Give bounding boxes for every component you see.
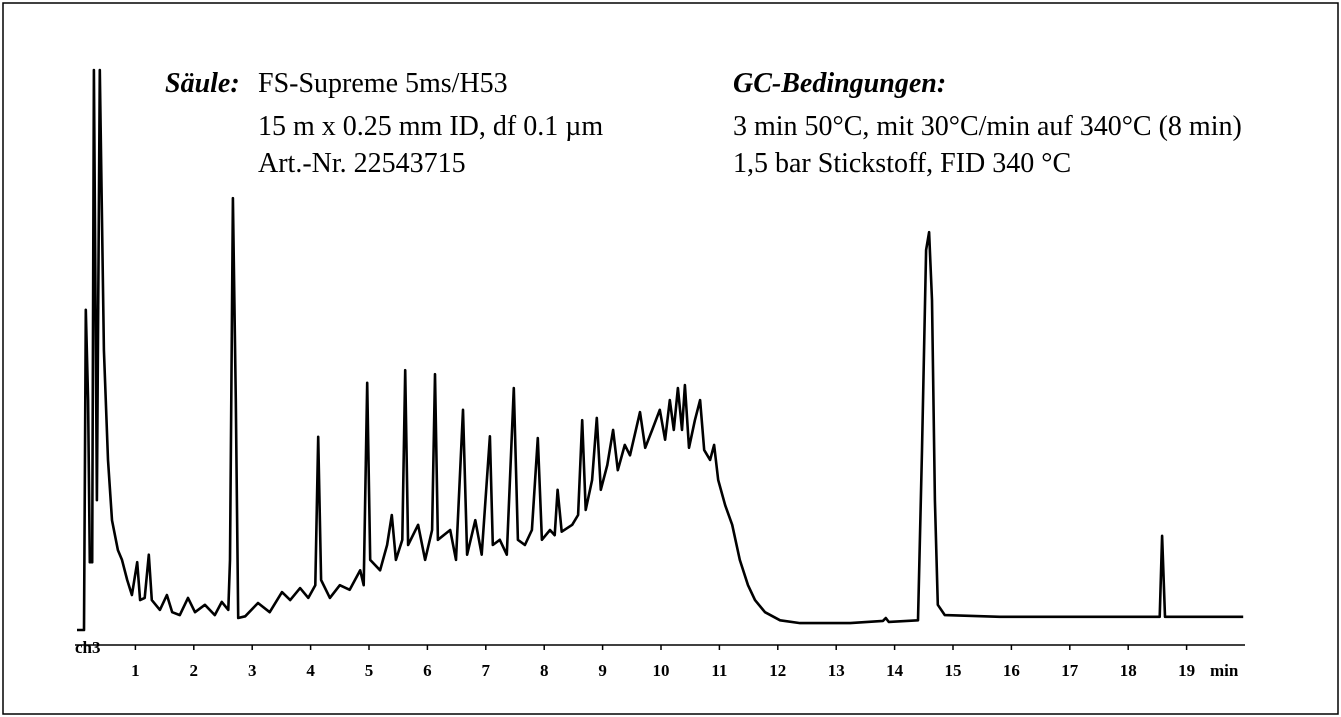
x-tick-label: 3 <box>248 661 257 680</box>
x-tick-label: 8 <box>540 661 549 680</box>
x-tick-label: 14 <box>886 661 904 680</box>
x-tick-label: 12 <box>769 661 786 680</box>
chromatogram-trace <box>77 68 1244 632</box>
x-tick-label: 6 <box>423 661 432 680</box>
x-tick-label: 9 <box>598 661 607 680</box>
x-tick-label: 18 <box>1120 661 1137 680</box>
conditions-label: GC-Bedingungen: <box>733 68 946 99</box>
x-tick-label: 7 <box>482 661 491 680</box>
x-tick-label: 17 <box>1061 661 1079 680</box>
column-label: Säule: <box>165 68 240 99</box>
x-tick-label: 2 <box>190 661 199 680</box>
conditions-line: 3 min 50°C, mit 30°C/min auf 340°C (8 mi… <box>733 111 1242 142</box>
column-line: FS-Supreme 5ms/H53 <box>258 68 508 99</box>
conditions-line: 1,5 bar Stickstoff, FID 340 °C <box>733 148 1071 179</box>
column-line: 15 m x 0.25 mm ID, df 0.1 µm <box>258 111 603 142</box>
x-tick-label: 10 <box>653 661 670 680</box>
x-unit: min <box>1210 661 1239 680</box>
x-tick-label: 5 <box>365 661 374 680</box>
x-tick-label: 15 <box>945 661 962 680</box>
channel-label: ch3 <box>75 638 101 657</box>
x-tick-label: 19 <box>1178 661 1195 680</box>
x-tick-label: 1 <box>131 661 140 680</box>
column-line: Art.-Nr. 22543715 <box>258 148 466 179</box>
x-tick-label: 16 <box>1003 661 1020 680</box>
x-tick-label: 13 <box>828 661 845 680</box>
x-tick-label: 11 <box>711 661 727 680</box>
x-tick-label: 4 <box>306 661 315 680</box>
